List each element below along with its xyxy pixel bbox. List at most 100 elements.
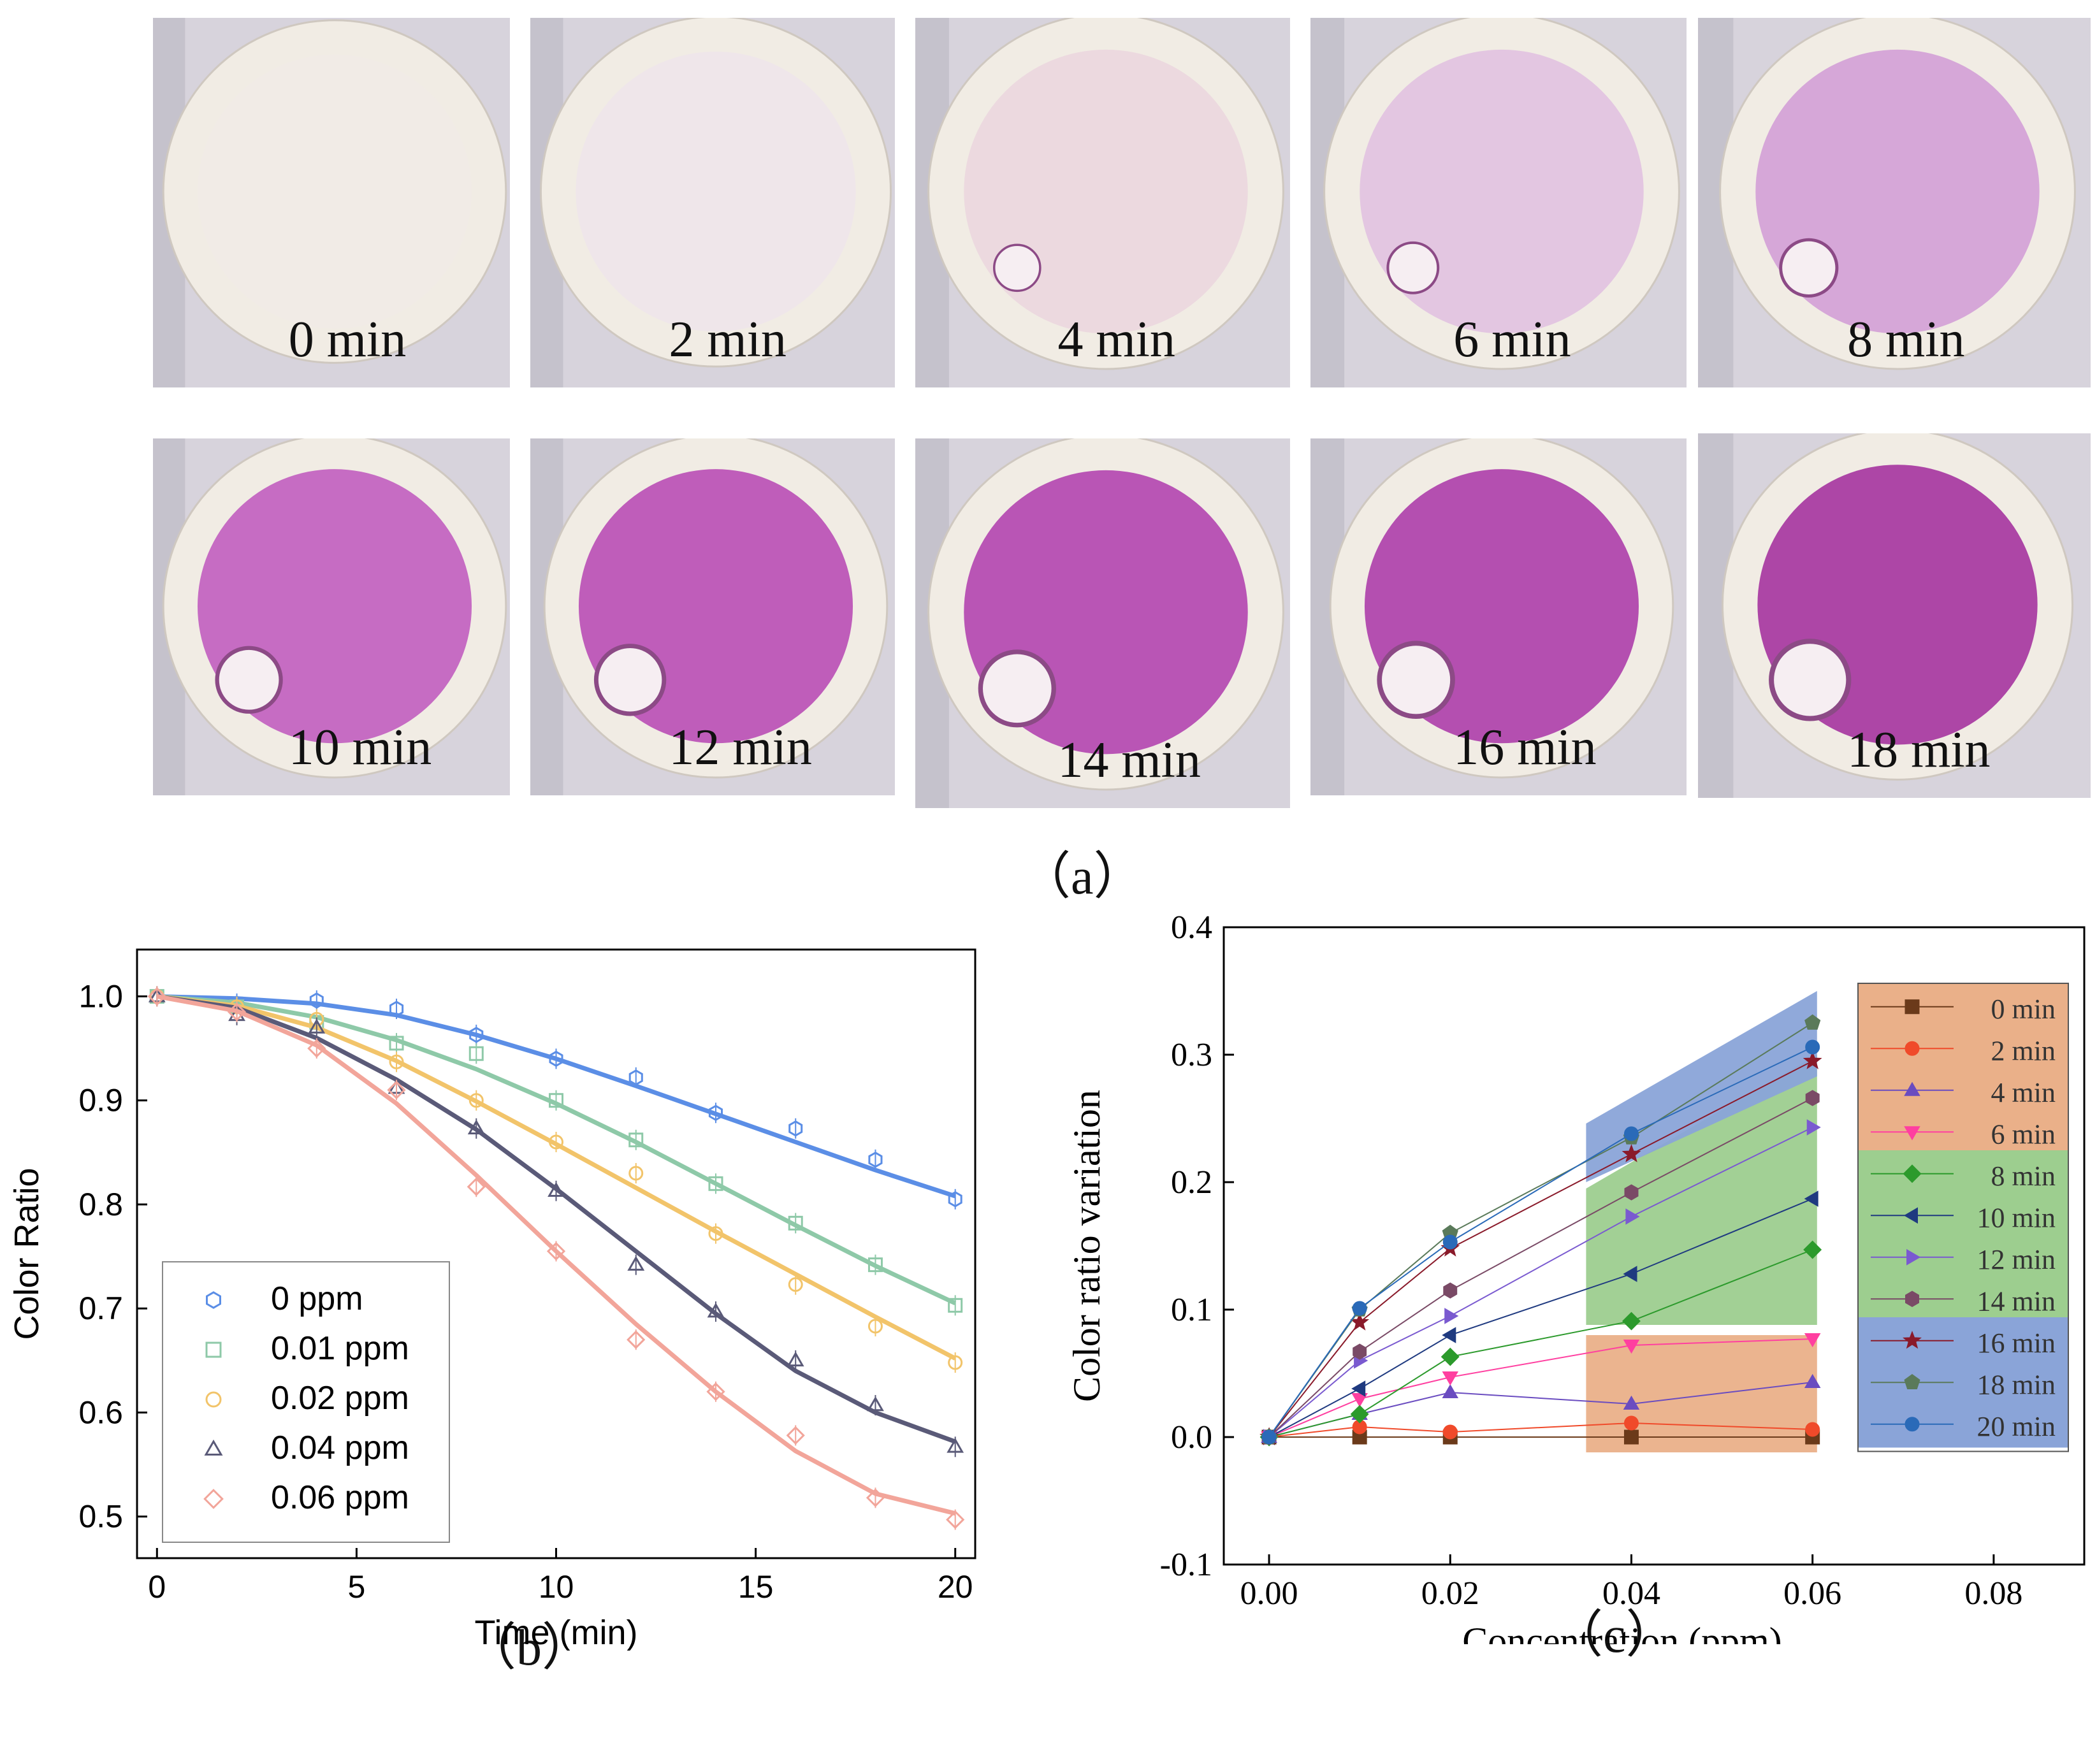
- y-axis-label: Color Ratio: [8, 1168, 46, 1340]
- data-point: [389, 1001, 404, 1017]
- data-point: [708, 1104, 723, 1122]
- legend-marker: [1905, 1041, 1920, 1056]
- data-point: [1624, 1184, 1639, 1201]
- data-point: [708, 1176, 723, 1191]
- legend-marker: [205, 1391, 222, 1408]
- data-point: [1442, 1384, 1459, 1398]
- legend-item-10-min: 10 min: [1871, 1202, 2056, 1233]
- legend-label: 0 ppm: [271, 1280, 363, 1317]
- legend-item-0-min: 0 min: [1871, 994, 2056, 1025]
- photo-image: [1310, 18, 1687, 387]
- data-point: [549, 1134, 563, 1150]
- data-point: [468, 1046, 484, 1061]
- shaded-band-mid: [1586, 1055, 1817, 1325]
- data-point: [1350, 1405, 1369, 1424]
- legend-item-0-06-ppm: 0.06 ppm: [203, 1479, 409, 1516]
- x-axis-label: Concentration (ppm): [1462, 1620, 1782, 1644]
- data-point: [867, 1257, 883, 1273]
- legend-marker: [1905, 999, 1920, 1015]
- data-point: [628, 1069, 643, 1086]
- reaction-zone: [964, 49, 1248, 334]
- legend-item-8-min: 8 min: [1871, 1160, 2056, 1192]
- photo-image: [1698, 433, 2091, 798]
- photo-time-label: 10 min: [288, 719, 432, 776]
- y-tick-label: 0.5: [78, 1499, 123, 1535]
- legend-item-4-min: 4 min: [1871, 1077, 2056, 1108]
- data-point: [627, 1330, 646, 1349]
- data-point: [1623, 1266, 1637, 1282]
- legend: 0 ppm 0.01 ppm 0.02 ppm 0.04 ppm 0.06 ppm: [162, 1261, 450, 1543]
- x-tick-label: 20: [938, 1569, 973, 1605]
- legend-marker: [1904, 1126, 1920, 1141]
- legend-label: 8 min: [1991, 1160, 2056, 1192]
- y-tick-label: -0.1: [1160, 1547, 1212, 1583]
- data-point: [548, 1182, 565, 1197]
- data-point: [467, 1119, 485, 1134]
- data-point: [1805, 1039, 1820, 1055]
- photo-time-label: 6 min: [1453, 312, 1571, 368]
- air-bubble: [1779, 238, 1839, 298]
- legend-label: 10 min: [1977, 1202, 2056, 1233]
- legend-marker: [1905, 1417, 1920, 1432]
- legend-label: 0.01 ppm: [271, 1330, 409, 1367]
- data-point: [1622, 1144, 1641, 1162]
- data-point: [868, 1152, 883, 1168]
- photo-14-min: 14 min: [915, 438, 1290, 808]
- data-point: [1352, 1301, 1367, 1316]
- y-tick-label: 0.1: [1171, 1292, 1212, 1328]
- legend-label: 0.04 ppm: [271, 1429, 409, 1466]
- data-point: [1625, 1208, 1640, 1225]
- photo-image: [1698, 18, 2091, 387]
- photo-image: [1310, 438, 1687, 795]
- legend-group-background: [1858, 983, 2068, 1155]
- data-point: [1443, 1282, 1458, 1299]
- x-tick-label: 0.08: [1964, 1575, 2022, 1612]
- legend-box: [162, 1261, 450, 1543]
- legend-label: 12 min: [1977, 1244, 2056, 1275]
- air-bubble: [1386, 241, 1440, 294]
- photo-time-label: 0 min: [288, 312, 407, 368]
- photo-4-min: 4 min: [915, 18, 1290, 387]
- air-bubble: [593, 644, 667, 716]
- series-10-min: [1261, 1190, 1818, 1445]
- data-point: [309, 992, 324, 1009]
- data-point: [1804, 1014, 1821, 1030]
- x-tick-label: 10: [539, 1569, 574, 1605]
- photo-grid: 0 min 2 min 4 min 6 min 8 min 10 min 12 min 14 …: [0, 0, 2097, 828]
- legend-label: 0.06 ppm: [271, 1479, 409, 1516]
- photo-time-label: 12 min: [669, 719, 812, 776]
- data-point: [1351, 1380, 1366, 1397]
- y-tick-label: 0.3: [1171, 1037, 1212, 1073]
- series-0-06-ppm: [147, 986, 965, 1530]
- data-point: [1803, 1051, 1822, 1069]
- x-tick-label: 0.00: [1240, 1575, 1298, 1612]
- x-tick-label: 0.04: [1602, 1575, 1660, 1612]
- data-point: [307, 1039, 326, 1058]
- legend-label: 0 min: [1991, 994, 2056, 1025]
- chart-color-ratio-variation-vs-concentration: 0.00 0.02 0.04 0.06 0.08 -0.1 0.0 0.1 0.2 0.3 0.4 C…: [1066, 909, 2086, 1644]
- legend: 0 min 2 min 4 min 6 min 8 min 10 min 12 min 14 …: [1857, 983, 2069, 1452]
- photo-time-label: 18 min: [1847, 722, 1991, 778]
- legend-label: 0.02 ppm: [271, 1380, 409, 1417]
- air-bubble: [992, 243, 1041, 293]
- legend-item-0-02-ppm: 0.02 ppm: [205, 1380, 409, 1417]
- legend-label: 6 min: [1991, 1118, 2056, 1150]
- photo-18-min: 18 min: [1698, 433, 2091, 798]
- legend-item-20-min: 20 min: [1871, 1411, 2056, 1442]
- legend-marker: [204, 1439, 223, 1456]
- legend-label: 16 min: [1977, 1327, 2056, 1359]
- data-point: [1444, 1308, 1459, 1324]
- photo-image: [530, 18, 895, 387]
- data-point: [787, 1351, 804, 1367]
- data-point: [549, 1093, 563, 1108]
- legend-item-0-01-ppm: 0.01 ppm: [205, 1330, 409, 1367]
- data-point: [788, 1277, 803, 1292]
- data-point: [1805, 1422, 1820, 1437]
- data-point: [948, 1191, 962, 1208]
- photo-2-min: 2 min: [530, 18, 895, 387]
- legend-marker: [1906, 1248, 1921, 1266]
- legend-marker: [205, 1341, 222, 1358]
- legend-item-18-min: 18 min: [1871, 1369, 2056, 1400]
- y-axis-label: Color ratio variation: [1066, 1090, 1108, 1402]
- air-bubble: [978, 649, 1056, 728]
